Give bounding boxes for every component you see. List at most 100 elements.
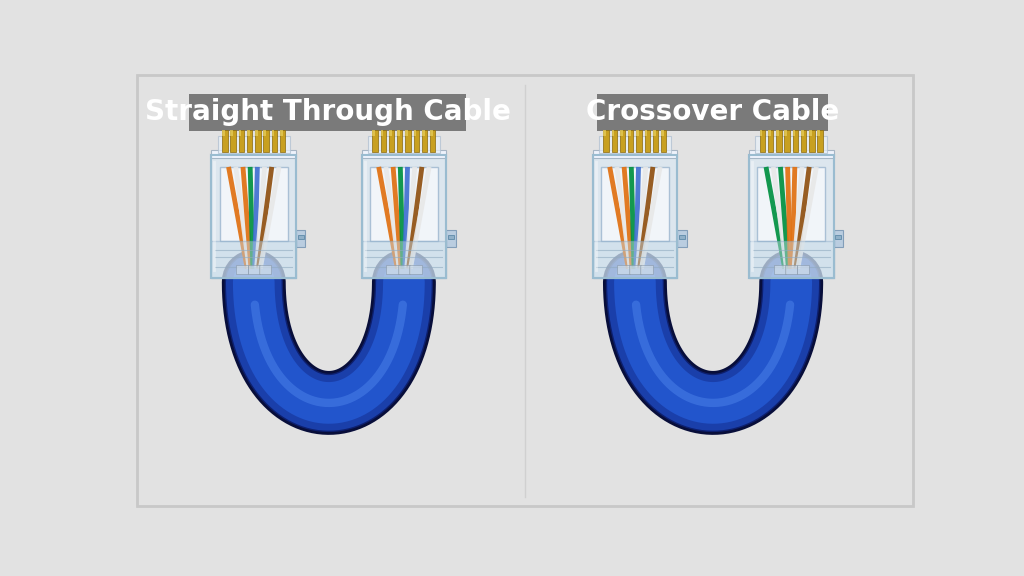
- Bar: [593, 154, 677, 278]
- Bar: [760, 130, 765, 151]
- Bar: [628, 130, 631, 136]
- Bar: [368, 136, 440, 153]
- Bar: [271, 130, 274, 136]
- Bar: [620, 130, 623, 136]
- Bar: [817, 130, 823, 151]
- Bar: [298, 234, 304, 238]
- Bar: [414, 130, 419, 151]
- Bar: [410, 265, 422, 274]
- Bar: [446, 230, 456, 247]
- Bar: [593, 150, 677, 158]
- Bar: [259, 265, 271, 274]
- Bar: [645, 130, 647, 136]
- Bar: [222, 130, 227, 151]
- Bar: [373, 130, 375, 136]
- Bar: [603, 130, 608, 151]
- Bar: [255, 130, 258, 136]
- Bar: [189, 94, 466, 131]
- Bar: [361, 150, 446, 158]
- Bar: [836, 234, 842, 238]
- Bar: [611, 130, 616, 151]
- Bar: [263, 130, 266, 136]
- Bar: [370, 167, 438, 241]
- Bar: [222, 130, 225, 136]
- Bar: [809, 130, 814, 151]
- Bar: [397, 130, 399, 136]
- Bar: [397, 265, 410, 274]
- Bar: [271, 130, 278, 151]
- Bar: [239, 130, 242, 136]
- Bar: [248, 265, 260, 274]
- Bar: [280, 130, 283, 136]
- Bar: [785, 265, 798, 274]
- Bar: [636, 130, 639, 136]
- Bar: [361, 154, 446, 278]
- Bar: [447, 234, 454, 238]
- Bar: [361, 241, 446, 278]
- Bar: [758, 167, 825, 241]
- Bar: [662, 130, 667, 151]
- Bar: [645, 130, 650, 151]
- Bar: [620, 130, 626, 151]
- Bar: [793, 130, 796, 136]
- Bar: [677, 230, 686, 247]
- Bar: [220, 167, 288, 241]
- Bar: [749, 154, 834, 278]
- Bar: [749, 241, 834, 278]
- Bar: [749, 154, 834, 278]
- Bar: [255, 130, 260, 151]
- Bar: [653, 130, 658, 151]
- Bar: [397, 130, 402, 151]
- Bar: [653, 130, 655, 136]
- Bar: [230, 130, 236, 151]
- Bar: [629, 265, 641, 274]
- Bar: [768, 130, 771, 136]
- Bar: [817, 130, 820, 136]
- Bar: [414, 130, 417, 136]
- Bar: [239, 130, 244, 151]
- Bar: [784, 130, 790, 151]
- Bar: [776, 130, 779, 136]
- Bar: [801, 130, 806, 151]
- Bar: [296, 230, 305, 247]
- Bar: [809, 130, 812, 136]
- Bar: [211, 154, 296, 278]
- Bar: [603, 130, 606, 136]
- Bar: [381, 130, 386, 151]
- Bar: [406, 130, 411, 151]
- Bar: [593, 241, 677, 278]
- Bar: [617, 265, 630, 274]
- Bar: [247, 130, 250, 136]
- Bar: [801, 130, 804, 136]
- Bar: [430, 130, 435, 151]
- Bar: [679, 234, 685, 238]
- Bar: [611, 130, 614, 136]
- Bar: [406, 130, 408, 136]
- Bar: [597, 94, 828, 131]
- Bar: [247, 130, 252, 151]
- Bar: [784, 130, 787, 136]
- Bar: [386, 265, 398, 274]
- FancyBboxPatch shape: [137, 75, 912, 506]
- Bar: [601, 167, 669, 241]
- Bar: [211, 154, 296, 278]
- Bar: [263, 130, 269, 151]
- Bar: [793, 130, 798, 151]
- Bar: [640, 265, 652, 274]
- Bar: [381, 130, 383, 136]
- Bar: [237, 265, 249, 274]
- Bar: [361, 154, 446, 278]
- Bar: [422, 130, 427, 151]
- Bar: [755, 136, 827, 153]
- Bar: [599, 136, 671, 153]
- Bar: [373, 130, 378, 151]
- Bar: [280, 130, 286, 151]
- Bar: [749, 150, 834, 158]
- Bar: [422, 130, 425, 136]
- Text: Straight Through Cable: Straight Through Cable: [144, 98, 511, 126]
- Bar: [211, 150, 296, 158]
- Text: Crossover Cable: Crossover Cable: [586, 98, 840, 126]
- Bar: [760, 130, 762, 136]
- Bar: [662, 130, 664, 136]
- Bar: [636, 130, 642, 151]
